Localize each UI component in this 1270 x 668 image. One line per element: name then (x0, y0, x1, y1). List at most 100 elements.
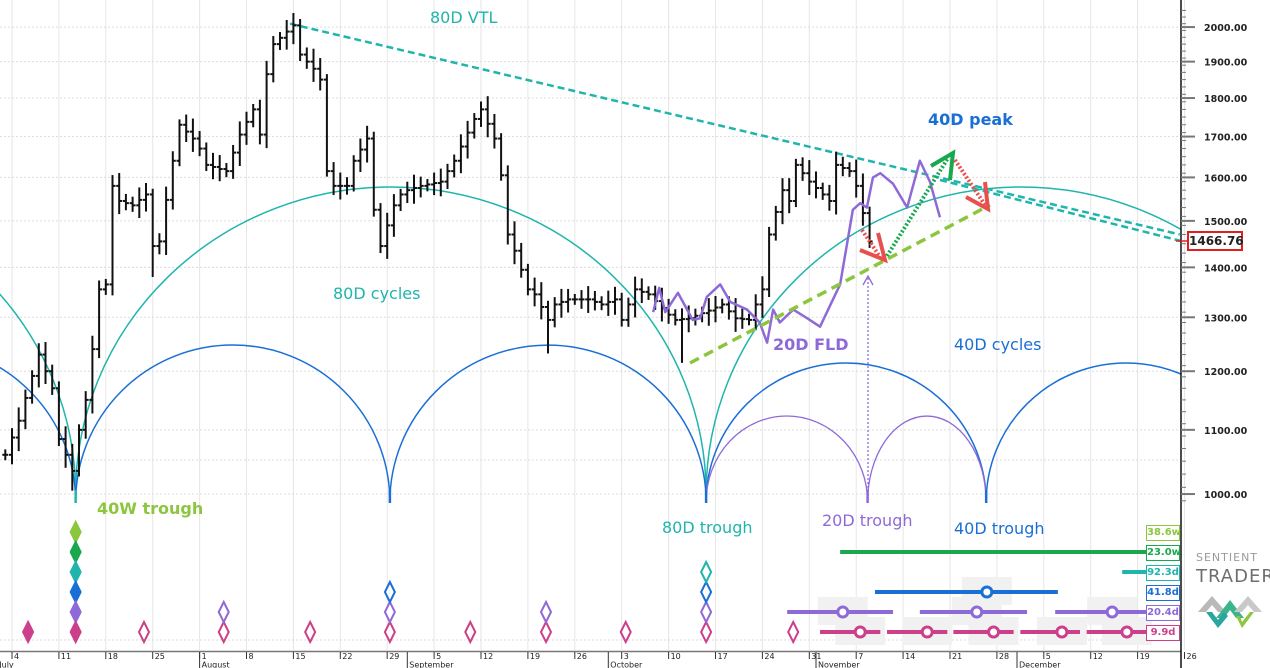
price-bar (216, 155, 223, 182)
price-bar (598, 296, 605, 311)
price-bar (183, 114, 190, 143)
projection-center-icon (980, 585, 994, 599)
price-bar (210, 152, 216, 180)
trough-diamond-icon (464, 619, 477, 645)
trough-diamond-icon (700, 559, 713, 585)
price-bar (772, 205, 779, 241)
price-bar (129, 196, 136, 212)
price-bar (230, 144, 237, 179)
projection-center-icon (920, 625, 934, 639)
x-tick-label: 26 (577, 652, 587, 661)
price-bar (136, 187, 143, 219)
price-bar (390, 194, 397, 237)
x-tick-label: 18 (108, 652, 118, 661)
price-bar (330, 162, 337, 196)
trough-diamond-icon (700, 619, 713, 645)
price-bar (116, 173, 123, 215)
red-down-arrow-line (953, 158, 987, 207)
price-bar (89, 335, 96, 414)
label-40w-trough: 40W trough (97, 499, 204, 518)
x-tick-label: 29 (389, 652, 399, 661)
price-bar (558, 288, 565, 318)
price-bar (169, 151, 176, 210)
price-bar (746, 313, 752, 326)
price-bar (612, 286, 618, 315)
trough-diamond-icon (69, 599, 82, 625)
price-bar (451, 154, 458, 178)
y-tick-label: 1700.00 (1204, 133, 1248, 144)
x-tick-label: 3 (624, 652, 629, 661)
price-bar (565, 288, 572, 313)
price-bar (833, 151, 840, 215)
price-bar (625, 297, 632, 327)
price-bar (464, 120, 471, 159)
projection-center-icon (836, 605, 850, 619)
projection-center-icon (1055, 625, 1069, 639)
cycle-arc-40d (74, 344, 391, 503)
price-bar (578, 290, 585, 309)
cycle-arc-20d (866, 415, 987, 503)
price-bar (55, 381, 62, 447)
cycle-arc-40d (0, 366, 77, 503)
price-bar (256, 99, 263, 145)
price-bar (491, 113, 498, 149)
trough-diamond-icon (304, 619, 317, 645)
x-tick-label: 4 (14, 652, 19, 661)
price-bar (819, 182, 826, 200)
cycle-arc-20d (705, 415, 869, 503)
trough-diamond-icon (137, 619, 151, 645)
price-bar (62, 426, 69, 468)
price-bar (303, 47, 310, 69)
label-40d-peak: 40D peak (928, 110, 1013, 129)
arrow-up-icon (862, 274, 874, 286)
x-tick-label: 14 (905, 652, 915, 661)
price-bar (384, 212, 391, 259)
price-bar (478, 101, 484, 127)
month-label: November (818, 661, 860, 668)
x-tick-label: 1 (202, 652, 207, 661)
price-bar (853, 159, 860, 198)
cycle-length-20w: 23.0w (1146, 545, 1181, 561)
price-bar (571, 293, 578, 305)
trough-diamond-icon (69, 539, 82, 565)
grid (0, 0, 1185, 650)
last-price-label: 1466.76 (1187, 231, 1244, 251)
price-bar (323, 74, 330, 177)
x-tick-label: 21 (952, 652, 962, 661)
price-bar (29, 370, 36, 404)
price-bar (149, 188, 156, 278)
price-bar (82, 391, 89, 439)
x-tick-label: 25 (155, 652, 165, 661)
y-tick-label: 1100.00 (1204, 426, 1248, 437)
price-bar (792, 158, 799, 208)
x-tick-label: 15 (295, 652, 305, 661)
price-bar (618, 292, 625, 327)
month-label: August (202, 661, 230, 668)
price-bar (424, 179, 431, 192)
red-arrowhead-icon (859, 232, 888, 264)
price-bar (243, 111, 250, 145)
cycle-arc-40d (985, 362, 1181, 503)
price-bar (344, 177, 350, 195)
price-bar (109, 175, 116, 296)
price-bar (189, 118, 196, 152)
price-bar (826, 184, 833, 211)
price-bar (759, 276, 766, 318)
projection-center-icon (970, 605, 984, 619)
price-bar (437, 168, 444, 197)
logo-text-trader: TRADER (1196, 566, 1270, 587)
trough-diamond-icon (787, 619, 800, 645)
price-bar (377, 203, 384, 254)
price-bar (102, 278, 109, 295)
cycle-length-80d: 92.3d (1146, 565, 1180, 581)
price-bar (364, 125, 371, 163)
price-bar (203, 142, 210, 172)
price-bar (719, 298, 726, 314)
price-bar (404, 181, 411, 204)
price-bar (49, 364, 56, 395)
price-bar (122, 193, 129, 211)
price-bar (156, 233, 163, 255)
vtl-80d-line (289, 22, 1181, 236)
trough-diamond-icon (69, 519, 82, 545)
